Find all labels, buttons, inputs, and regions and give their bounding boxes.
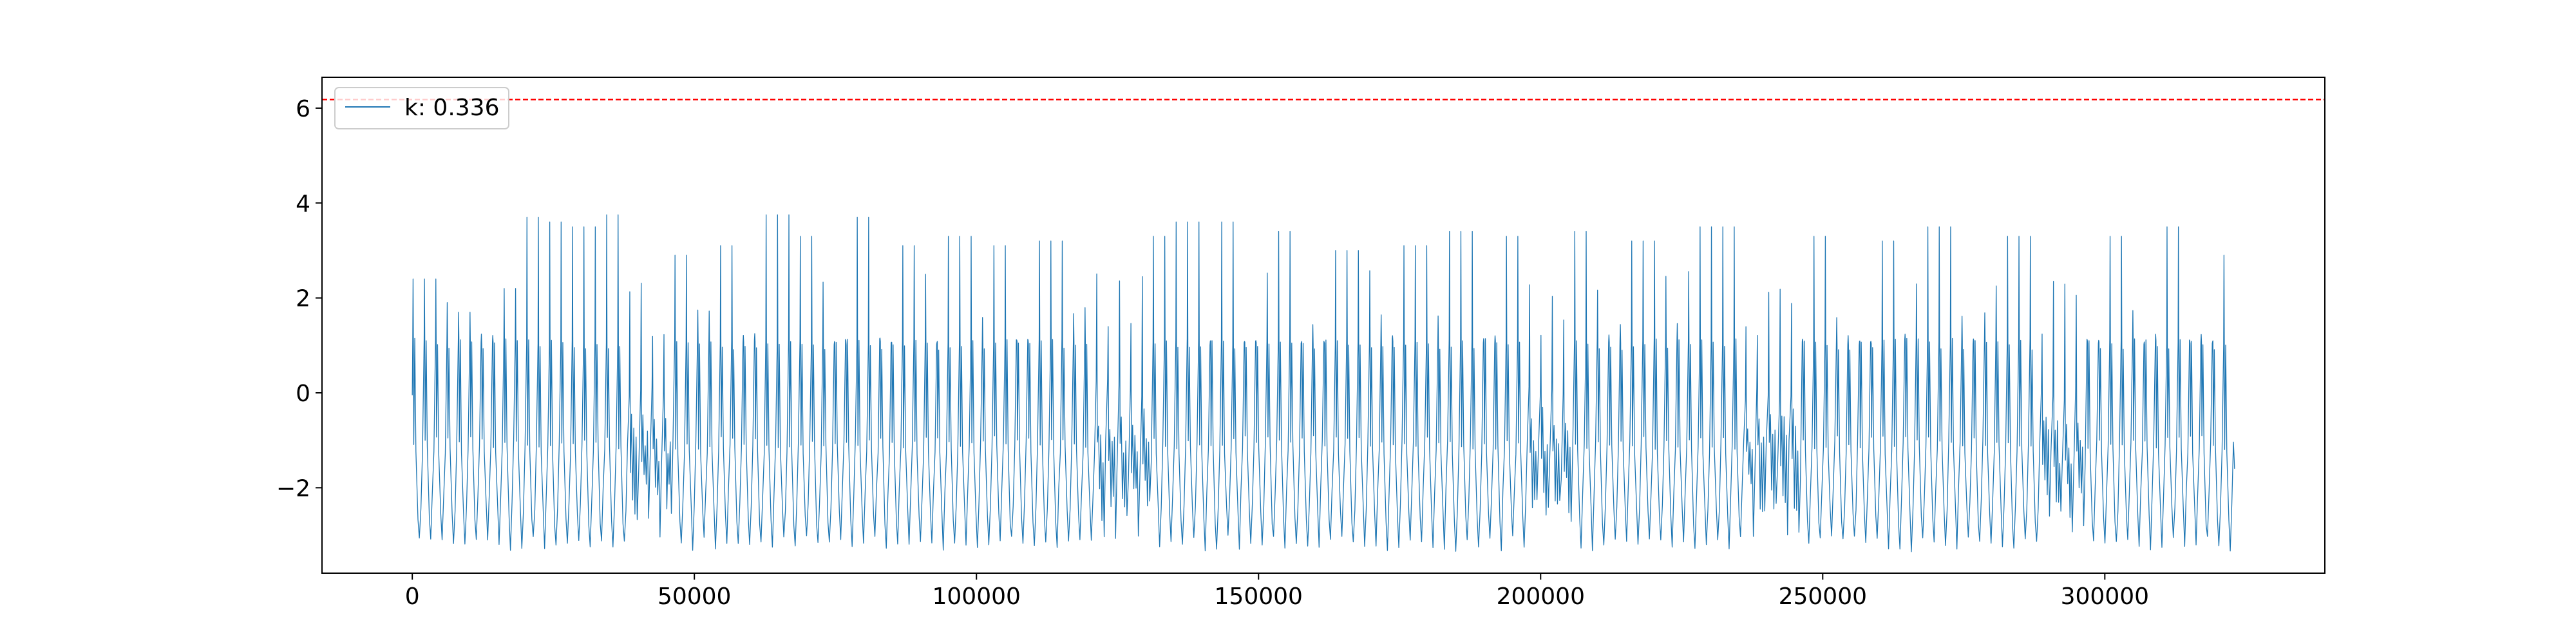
series-layer [412, 214, 2235, 553]
y-tick-label: 0 [296, 381, 310, 407]
y-tick-label: 2 [296, 286, 310, 312]
x-tick-label: 100000 [933, 583, 1021, 610]
y-tick-label: −2 [276, 475, 310, 502]
x-tick-label: 150000 [1215, 583, 1303, 610]
y-axis: −2 0 2 4 6 [276, 96, 322, 502]
plot-frame [321, 77, 2325, 574]
x-tick-label: 200000 [1497, 583, 1585, 610]
legend-label: k: 0.336 [404, 95, 499, 121]
x-tick-label: 250000 [1779, 583, 1867, 610]
x-tick-label: 0 [405, 583, 420, 610]
plot-area [322, 77, 2325, 573]
x-axis: 0 50000 100000 150000 200000 250000 300000 [405, 573, 2149, 610]
series-line [412, 214, 2235, 553]
y-tick-label: 4 [296, 191, 310, 217]
legend-box [334, 87, 509, 129]
legend: k: 0.336 [334, 87, 509, 129]
x-tick-label: 300000 [2061, 583, 2149, 610]
x-tick-label: 50000 [658, 583, 732, 610]
y-tick-label: 6 [296, 96, 310, 122]
